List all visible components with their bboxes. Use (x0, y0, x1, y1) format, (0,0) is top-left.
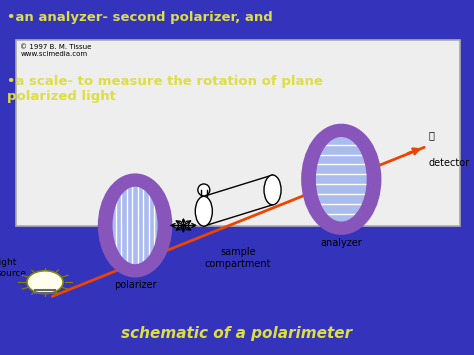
Ellipse shape (27, 271, 63, 294)
Ellipse shape (264, 175, 281, 205)
Text: sample
compartment: sample compartment (205, 247, 272, 269)
Text: analyzer: analyzer (320, 238, 362, 248)
Ellipse shape (314, 135, 369, 224)
Ellipse shape (110, 185, 160, 266)
Text: schematic of a polarimeter: schematic of a polarimeter (121, 326, 353, 341)
Ellipse shape (198, 184, 210, 196)
Text: light
source: light source (0, 258, 26, 278)
Text: detector: detector (429, 158, 470, 168)
Ellipse shape (195, 196, 212, 226)
FancyBboxPatch shape (16, 40, 460, 226)
Text: polarizer: polarizer (114, 280, 156, 290)
Text: •a scale- to measure the rotation of plane
polarized light: •a scale- to measure the rotation of pla… (7, 75, 323, 103)
Text: 🦊: 🦊 (428, 130, 434, 140)
Text: •an analyzer- second polarizer, and: •an analyzer- second polarizer, and (7, 11, 273, 24)
Text: © 1997 B. M. Tissue
www.scimedia.com: © 1997 B. M. Tissue www.scimedia.com (20, 44, 92, 57)
